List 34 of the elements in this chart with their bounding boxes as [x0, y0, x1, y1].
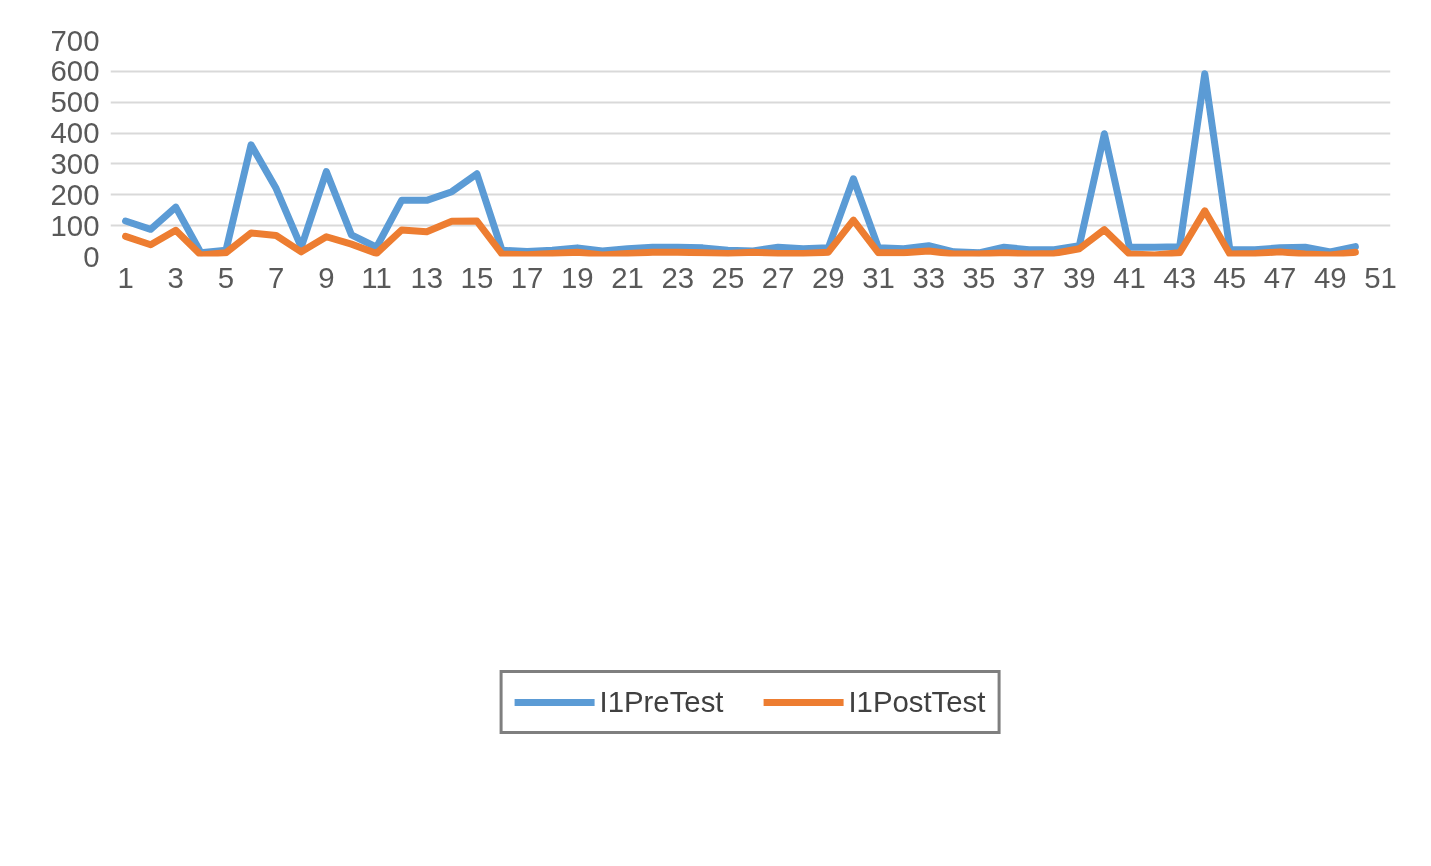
x-tick-label: 17	[510, 260, 544, 294]
y-tick-label: 500	[50, 85, 100, 119]
x-tick-label: 51	[1364, 260, 1397, 294]
x-tick-label: 41	[1113, 260, 1146, 294]
x-tick-label: 29	[811, 260, 845, 294]
x-tick-label: 9	[318, 260, 335, 294]
legend-label: I1PostTest	[848, 684, 986, 719]
x-tick-label: 37	[1012, 260, 1046, 294]
x-tick-label: 19	[561, 260, 594, 294]
x-tick-label: 25	[711, 260, 745, 294]
x-tick-label: 1	[117, 260, 134, 294]
x-tick-label: 27	[761, 260, 795, 294]
y-tick-label: 200	[50, 177, 100, 211]
x-tick-label: 13	[410, 260, 444, 294]
y-tick-label: 600	[50, 54, 100, 88]
x-tick-label: 39	[1062, 260, 1096, 294]
x-tick-label: 47	[1263, 260, 1297, 294]
y-tick-label: 0	[83, 239, 100, 273]
x-tick-label: 33	[912, 260, 946, 294]
x-tick-label: 15	[460, 260, 494, 294]
x-tick-label: 31	[862, 260, 895, 294]
x-tick-label: 23	[661, 260, 695, 294]
y-tick-label: 700	[50, 23, 100, 57]
x-tick-label: 45	[1213, 260, 1247, 294]
x-tick-label: 3	[167, 260, 184, 294]
x-tick-label: 21	[611, 260, 644, 294]
x-tick-label: 11	[361, 260, 392, 294]
x-tick-label: 7	[267, 260, 285, 294]
y-tick-label: 100	[50, 208, 100, 242]
legend-label: I1PreTest	[599, 684, 724, 719]
x-tick-label: 49	[1313, 260, 1347, 294]
x-tick-label: 35	[962, 260, 996, 294]
x-tick-label: 43	[1163, 260, 1196, 294]
x-tick-label: 5	[217, 260, 235, 294]
